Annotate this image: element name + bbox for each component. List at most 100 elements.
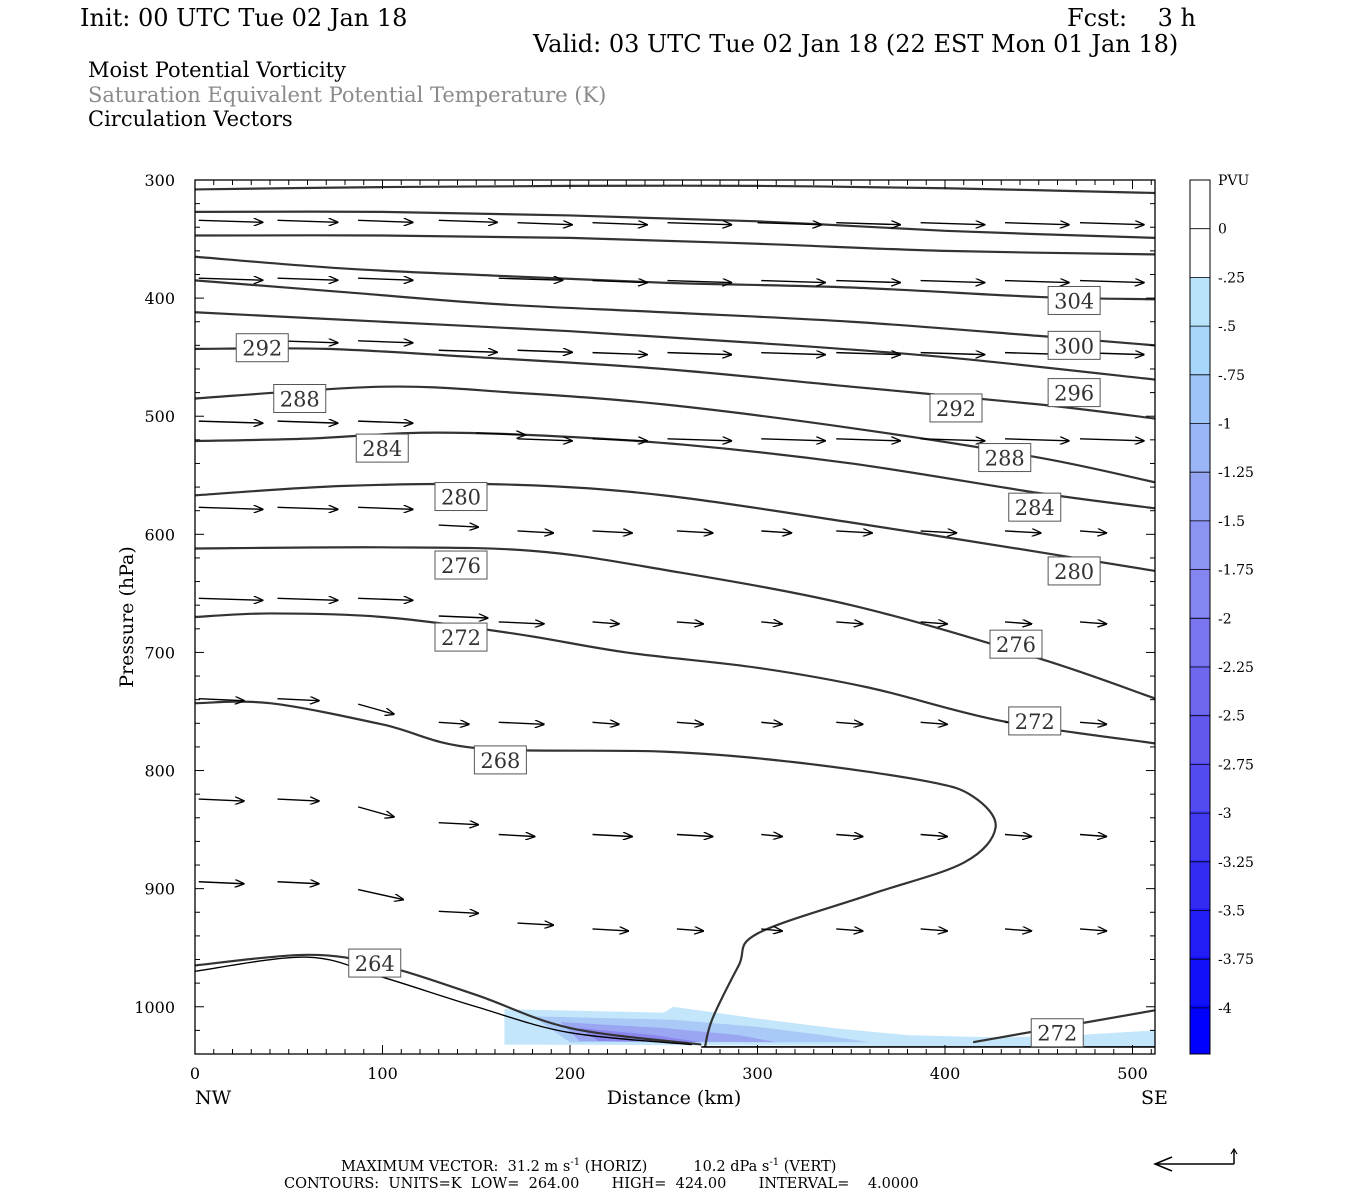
circulation-vector (676, 722, 703, 724)
contour-label-box (1008, 492, 1062, 522)
circulation-vector (198, 421, 263, 423)
circulation-vector (836, 531, 872, 533)
theta-contour-line (194, 234, 1156, 256)
circulation-vector (358, 220, 412, 222)
circulation-vector (1079, 531, 1106, 533)
contours-info: CONTOURS: UNITS=K LOW= 264.00 HIGH= 424.… (284, 1176, 919, 1192)
contour-label-box (1047, 556, 1101, 586)
pv-shade-band (579, 1028, 702, 1043)
circulation-vector (198, 220, 263, 222)
circulation-vector (198, 507, 263, 509)
circulation-vector (761, 353, 825, 355)
contour-label-box (473, 745, 527, 775)
y-tick-label: 800 (144, 762, 175, 781)
axis-ticks (194, 179, 1155, 1055)
contour-label-box (434, 550, 488, 580)
circulation-vector (757, 223, 822, 225)
max-vector-label: MAXIMUM VECTOR: (341, 1158, 499, 1175)
circulation-vector (761, 835, 782, 837)
colorbar-swatch (1190, 1005, 1210, 1055)
contour-label: 304 (1047, 285, 1101, 315)
contour-label-text: 292 (242, 337, 282, 361)
contour-label: 276 (434, 550, 488, 580)
x-axis-title: Distance (km) (607, 1087, 742, 1109)
colorbar-swatch (1190, 908, 1210, 958)
circulation-vector (277, 220, 338, 222)
contour-label: 272 (1008, 706, 1062, 736)
theta-contour-line (194, 184, 1156, 195)
colorbar-swatch (1190, 956, 1210, 1006)
colorbar-label: -3 (1218, 806, 1232, 822)
colorbar-swatch (1190, 180, 1210, 230)
x-end-label-nw: NW (195, 1087, 232, 1109)
circulation-vector (358, 278, 412, 280)
contour-label: 268 (473, 745, 527, 775)
circulation-vector (277, 882, 319, 884)
colorbar-swatch (1190, 762, 1210, 812)
colorbar-label: -2.25 (1218, 660, 1254, 676)
colorbar-swatch (1190, 471, 1210, 521)
circulation-vector (357, 806, 394, 817)
field-title-vectors: Circulation Vectors (88, 107, 293, 131)
contour-label-box (1047, 330, 1101, 360)
circulation-vector (277, 421, 338, 423)
y-tick-label: 400 (144, 289, 175, 308)
contour-label-box (1008, 706, 1062, 736)
circulation-vector (198, 882, 244, 884)
colorbar-label: -.5 (1218, 319, 1236, 335)
circulation-vector (676, 929, 703, 931)
circulation-vector (358, 507, 412, 509)
y-axis-title: Pressure (hPa) (116, 546, 138, 688)
pv-colorbar: PVU 0 -.25 -.5 -.75 -1 -1.25 -1.5 -1.75 -2 -2.25 -2… (1189, 173, 1254, 1055)
circulation-vector (667, 223, 732, 225)
circulation-vector (592, 835, 632, 837)
circulation-vector (1079, 281, 1144, 283)
colorbar-swatch (1190, 325, 1210, 375)
contour-label: 272 (1030, 1018, 1084, 1048)
theta-contours (194, 184, 1156, 1048)
colorbar-unit: PVU (1218, 173, 1250, 189)
colorbar-swatch (1190, 519, 1210, 569)
circulation-vector (761, 722, 782, 724)
circulation-vector (277, 699, 319, 701)
circulation-vector (920, 531, 957, 533)
max-vector-vert: 10.2 dPa s (693, 1158, 770, 1175)
contour-label-box (989, 629, 1043, 659)
circulation-vector (836, 353, 900, 355)
contour-label: 288 (273, 384, 327, 413)
circulation-vector (676, 835, 713, 837)
circulation-vector (592, 353, 647, 355)
x-end-label-se: SE (1141, 1087, 1168, 1109)
contour-label-text: 276 (441, 554, 481, 578)
y-tick-label: 700 (144, 643, 175, 662)
circulation-vector (198, 278, 263, 280)
circulation-vector (592, 622, 619, 624)
colorbar-swatch (1190, 422, 1210, 472)
contour-label-box (1047, 378, 1101, 408)
circulation-vector (1079, 929, 1106, 931)
circulation-vector (476, 433, 525, 435)
circulation-vector (920, 439, 985, 441)
contour-label-text: 292 (936, 397, 976, 421)
x-tick-label: 100 (367, 1064, 398, 1083)
circulation-vector (1079, 835, 1106, 837)
circulation-vector (836, 835, 862, 837)
colorbar-label: -3.5 (1218, 904, 1245, 920)
contour-label-text: 284 (1015, 496, 1055, 520)
circulation-vector (277, 799, 319, 801)
circulation-vector (438, 350, 497, 352)
contour-label: 272 (434, 622, 488, 652)
colorbar-label: -3.75 (1218, 952, 1254, 968)
colorbar-swatch (1190, 811, 1210, 861)
theta-contour-line (194, 953, 702, 1046)
circulation-vector (920, 353, 985, 355)
circulation-vector (1004, 531, 1041, 533)
circulation-vector (438, 525, 478, 527)
circulation-vector (498, 622, 544, 624)
contour-label-text: 264 (355, 952, 395, 976)
circulation-vector (198, 598, 263, 600)
circulation-vector (676, 622, 703, 624)
contour-label-box (1047, 285, 1101, 315)
circulation-vector (1004, 223, 1069, 225)
